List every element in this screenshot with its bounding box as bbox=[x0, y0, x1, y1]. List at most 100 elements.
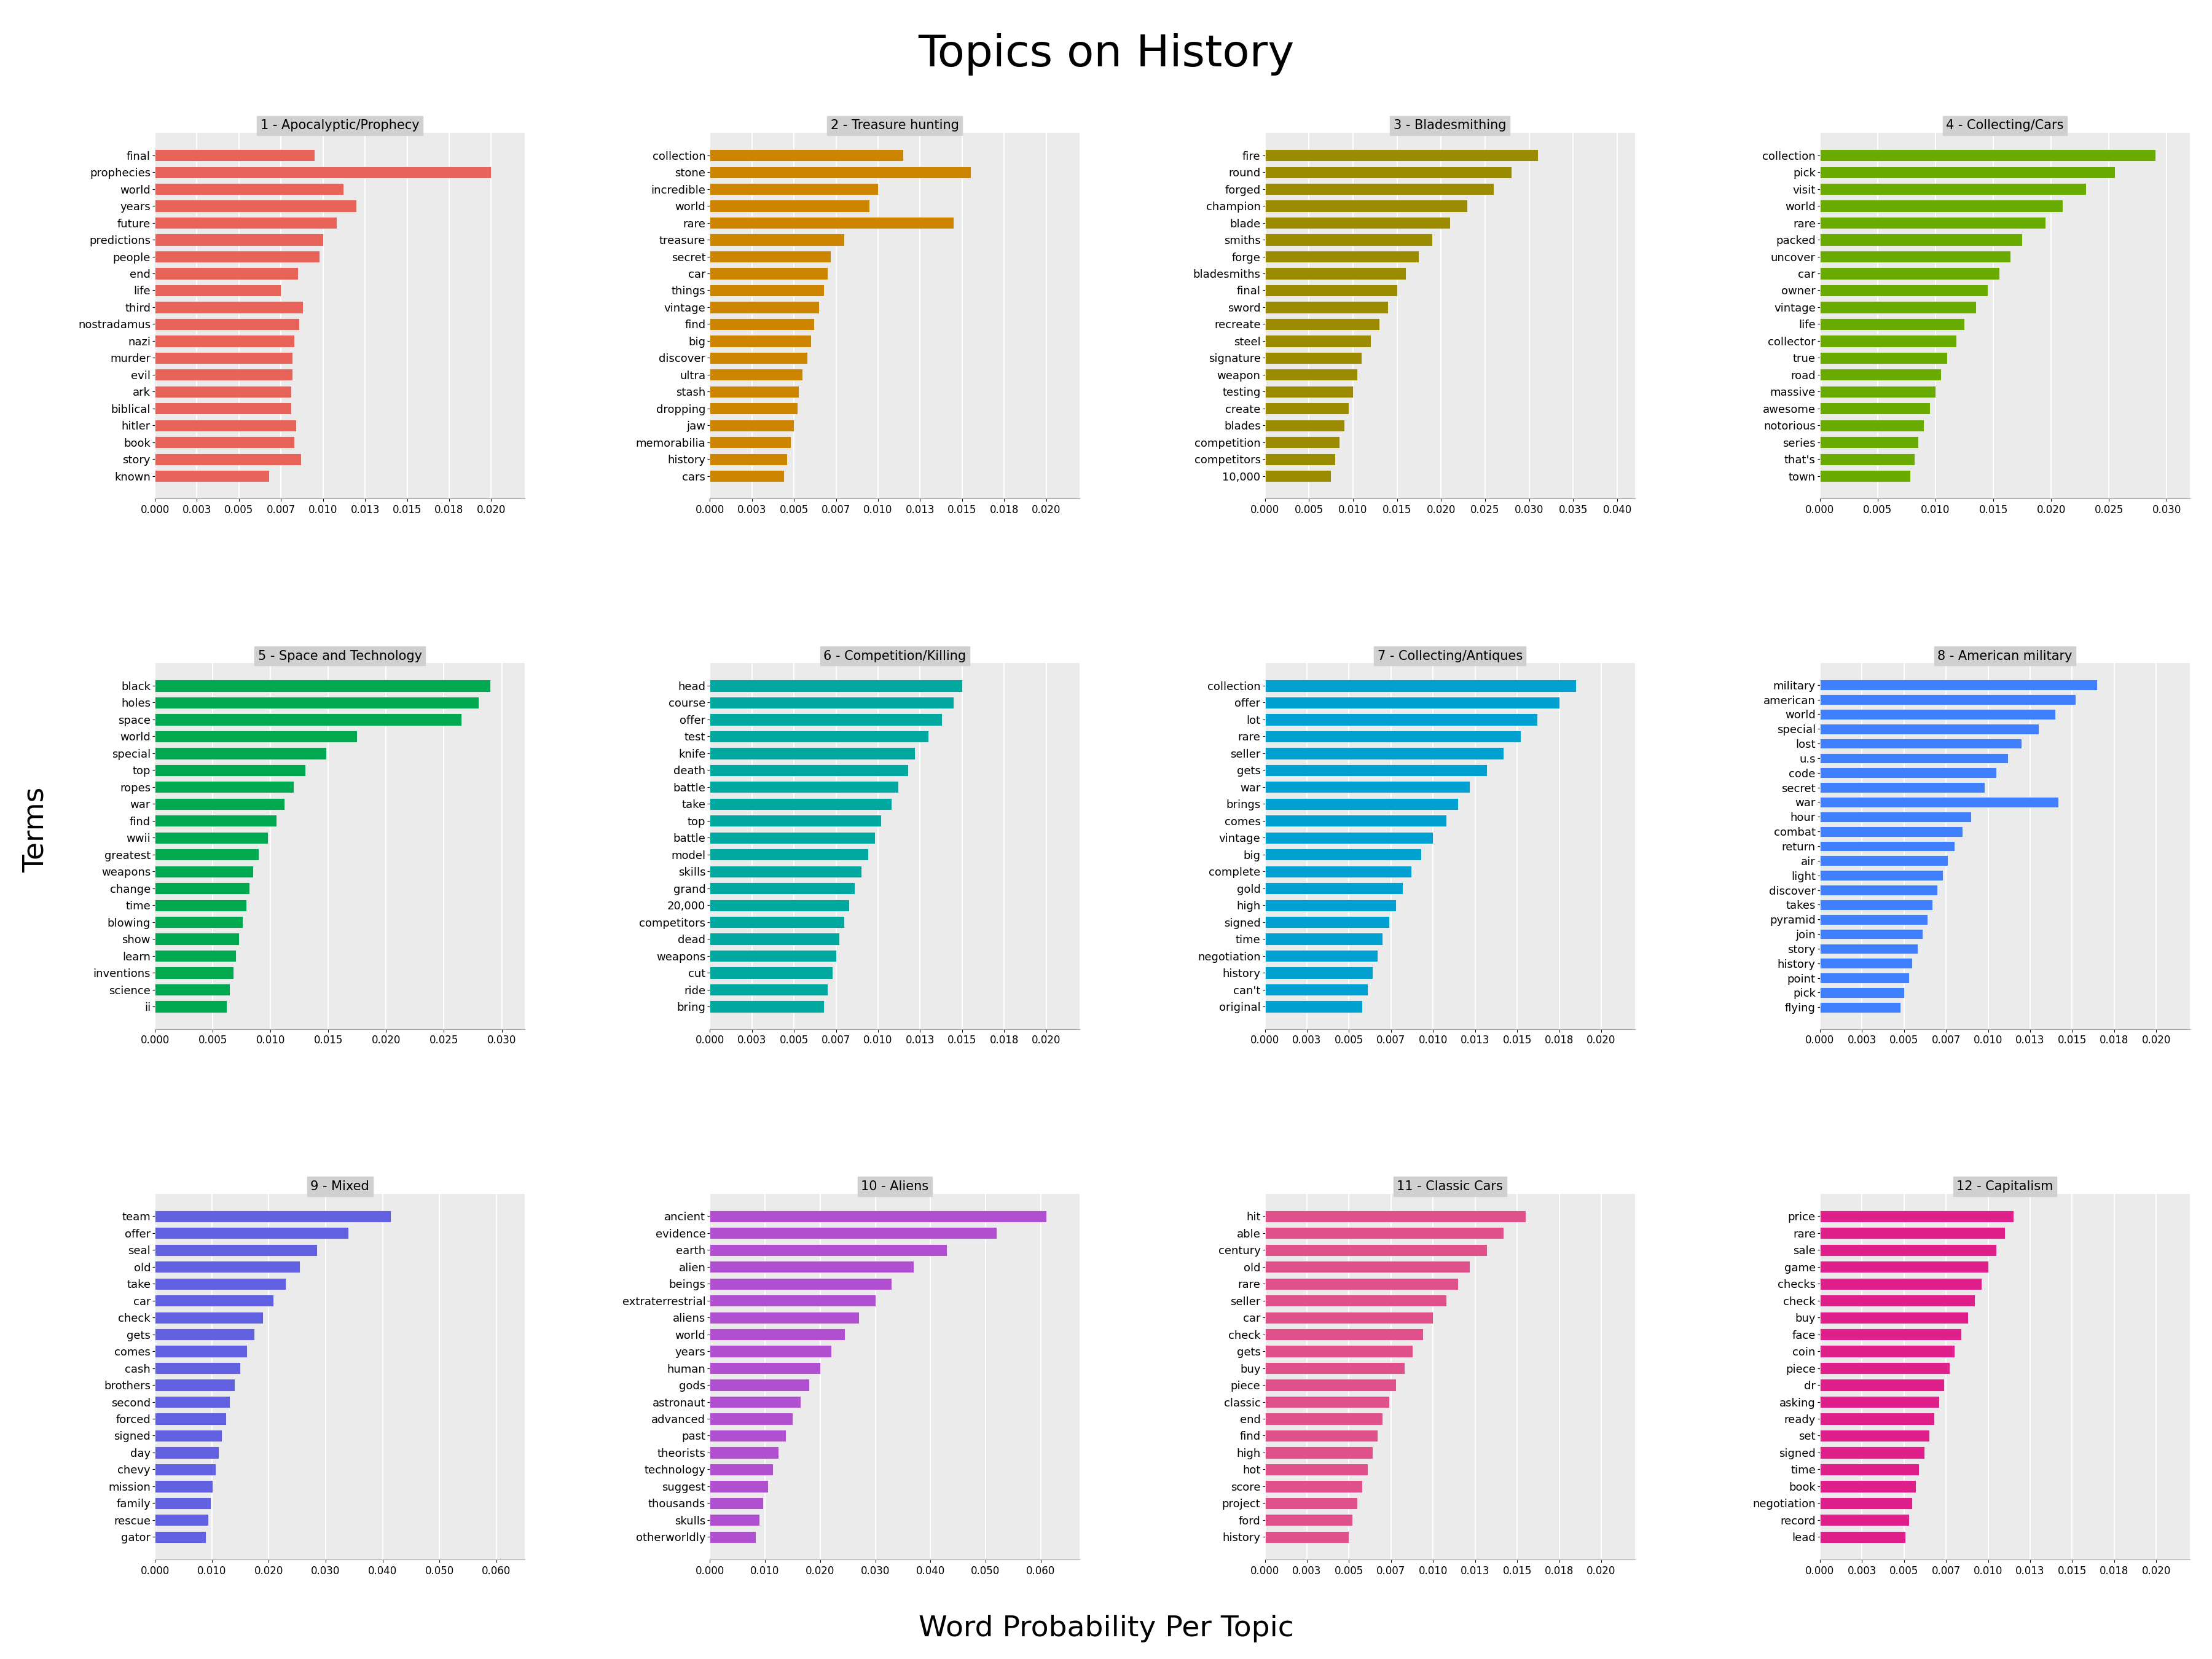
Bar bbox=[155, 815, 276, 826]
Bar bbox=[1265, 1447, 1371, 1458]
Bar bbox=[1820, 1294, 1975, 1307]
Bar bbox=[155, 866, 252, 878]
Bar bbox=[155, 1413, 226, 1425]
Bar bbox=[155, 1228, 347, 1239]
Bar bbox=[1265, 267, 1407, 279]
Bar bbox=[1265, 1515, 1352, 1526]
Title: 9 - Mixed: 9 - Mixed bbox=[310, 1181, 369, 1193]
Bar bbox=[710, 781, 898, 793]
Bar bbox=[1265, 1211, 1526, 1223]
Bar bbox=[1820, 1463, 1920, 1475]
Bar bbox=[155, 1463, 217, 1475]
Bar bbox=[1820, 680, 2097, 690]
Bar bbox=[1265, 798, 1458, 810]
Bar bbox=[710, 697, 953, 708]
Bar bbox=[155, 1312, 263, 1324]
Bar bbox=[1265, 1228, 1504, 1239]
Bar bbox=[1265, 1244, 1486, 1256]
Bar bbox=[710, 798, 891, 810]
Bar bbox=[155, 1261, 301, 1272]
Bar bbox=[710, 815, 880, 826]
Bar bbox=[1820, 723, 2039, 733]
Bar bbox=[710, 899, 849, 911]
Bar bbox=[155, 1447, 219, 1458]
Bar bbox=[710, 1430, 785, 1442]
Bar bbox=[1820, 1413, 1933, 1425]
Bar bbox=[1820, 166, 2115, 178]
Bar bbox=[155, 1277, 285, 1289]
Bar bbox=[1820, 783, 1984, 793]
Bar bbox=[1820, 1277, 1982, 1289]
Text: Topics on History: Topics on History bbox=[918, 33, 1294, 76]
Bar bbox=[710, 149, 902, 161]
Bar bbox=[1820, 1515, 1909, 1526]
Bar bbox=[1265, 284, 1398, 297]
Bar bbox=[1265, 899, 1396, 911]
Bar bbox=[155, 385, 292, 398]
Bar bbox=[1265, 1395, 1389, 1408]
Bar bbox=[1820, 987, 1905, 997]
Bar bbox=[710, 1531, 757, 1543]
Bar bbox=[1820, 1312, 1969, 1324]
Bar bbox=[1265, 781, 1471, 793]
Bar bbox=[710, 201, 869, 212]
Bar bbox=[155, 680, 491, 692]
Bar bbox=[1265, 1261, 1471, 1272]
Bar bbox=[1265, 730, 1520, 742]
Bar bbox=[1265, 469, 1332, 481]
Bar bbox=[155, 967, 234, 979]
Bar bbox=[1265, 352, 1363, 363]
Bar bbox=[1820, 695, 2075, 705]
Bar bbox=[1820, 1345, 1955, 1357]
Bar bbox=[155, 932, 239, 946]
Bar bbox=[155, 403, 292, 415]
Bar bbox=[710, 680, 962, 692]
Bar bbox=[1265, 831, 1433, 843]
Bar bbox=[1820, 234, 2022, 246]
Bar bbox=[155, 1362, 241, 1374]
Bar bbox=[1265, 1498, 1358, 1510]
Bar bbox=[1820, 335, 1955, 347]
Bar bbox=[155, 1480, 212, 1491]
Bar bbox=[155, 916, 243, 927]
Bar bbox=[1820, 182, 2086, 194]
Bar bbox=[1820, 811, 1971, 821]
Bar bbox=[1820, 871, 1942, 881]
Bar bbox=[710, 385, 799, 398]
Bar bbox=[710, 1000, 825, 1012]
Bar bbox=[1265, 1294, 1447, 1307]
Bar bbox=[1820, 899, 1933, 909]
Bar bbox=[1265, 1430, 1378, 1442]
Bar bbox=[710, 368, 803, 380]
Bar bbox=[1265, 1531, 1349, 1543]
Bar bbox=[1820, 1228, 2004, 1239]
Bar bbox=[1820, 1498, 1913, 1510]
Bar bbox=[155, 302, 303, 314]
Bar bbox=[155, 1515, 208, 1526]
Bar bbox=[155, 1430, 221, 1442]
Bar bbox=[1265, 436, 1340, 448]
Bar bbox=[155, 352, 292, 363]
Bar bbox=[155, 1395, 230, 1408]
Title: 7 - Collecting/Antiques: 7 - Collecting/Antiques bbox=[1378, 650, 1522, 662]
Bar bbox=[710, 182, 878, 194]
Bar bbox=[710, 469, 783, 481]
Bar bbox=[1265, 883, 1402, 894]
Bar bbox=[1820, 768, 1997, 778]
Bar bbox=[710, 967, 832, 979]
Bar bbox=[155, 849, 259, 861]
Bar bbox=[155, 1498, 210, 1510]
Bar bbox=[155, 831, 268, 843]
Bar bbox=[155, 747, 325, 760]
Bar bbox=[1820, 1329, 1962, 1340]
Bar bbox=[1820, 972, 1909, 984]
Bar bbox=[155, 251, 321, 262]
Bar bbox=[710, 1294, 876, 1307]
Bar bbox=[1265, 1277, 1458, 1289]
Bar bbox=[1265, 335, 1371, 347]
Bar bbox=[1265, 1379, 1396, 1390]
Bar bbox=[1265, 967, 1371, 979]
Title: 10 - Aliens: 10 - Aliens bbox=[860, 1181, 929, 1193]
Bar bbox=[710, 1379, 810, 1390]
Bar bbox=[1820, 1362, 1949, 1374]
